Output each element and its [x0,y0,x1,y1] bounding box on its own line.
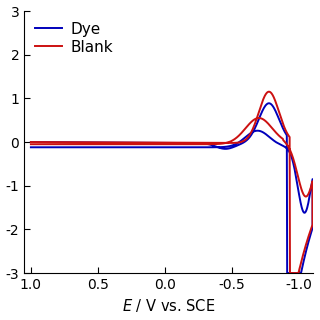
Dye [285,271,289,275]
Line: Dye: Dye [31,103,313,273]
Line: Blank: Blank [31,92,313,273]
Dye [40,140,44,144]
Blank [267,90,271,94]
Blank [288,271,292,275]
Dye [304,210,308,214]
Legend: Dye, Blank: Dye, Blank [32,19,116,58]
Blank [29,142,33,146]
Dye [267,101,271,105]
Dye [65,145,68,149]
Blank [29,140,33,144]
Blank [304,195,308,198]
Dye [204,145,207,149]
X-axis label: $\mathit{E}$ / V vs. SCE: $\mathit{E}$ / V vs. SCE [122,298,215,315]
Blank [130,140,134,144]
Dye [29,145,33,149]
Blank [284,129,288,133]
Dye [29,140,33,144]
Blank [204,142,207,146]
Blank [65,142,68,146]
Dye [130,141,134,145]
Blank [40,140,44,144]
Dye [284,132,288,136]
